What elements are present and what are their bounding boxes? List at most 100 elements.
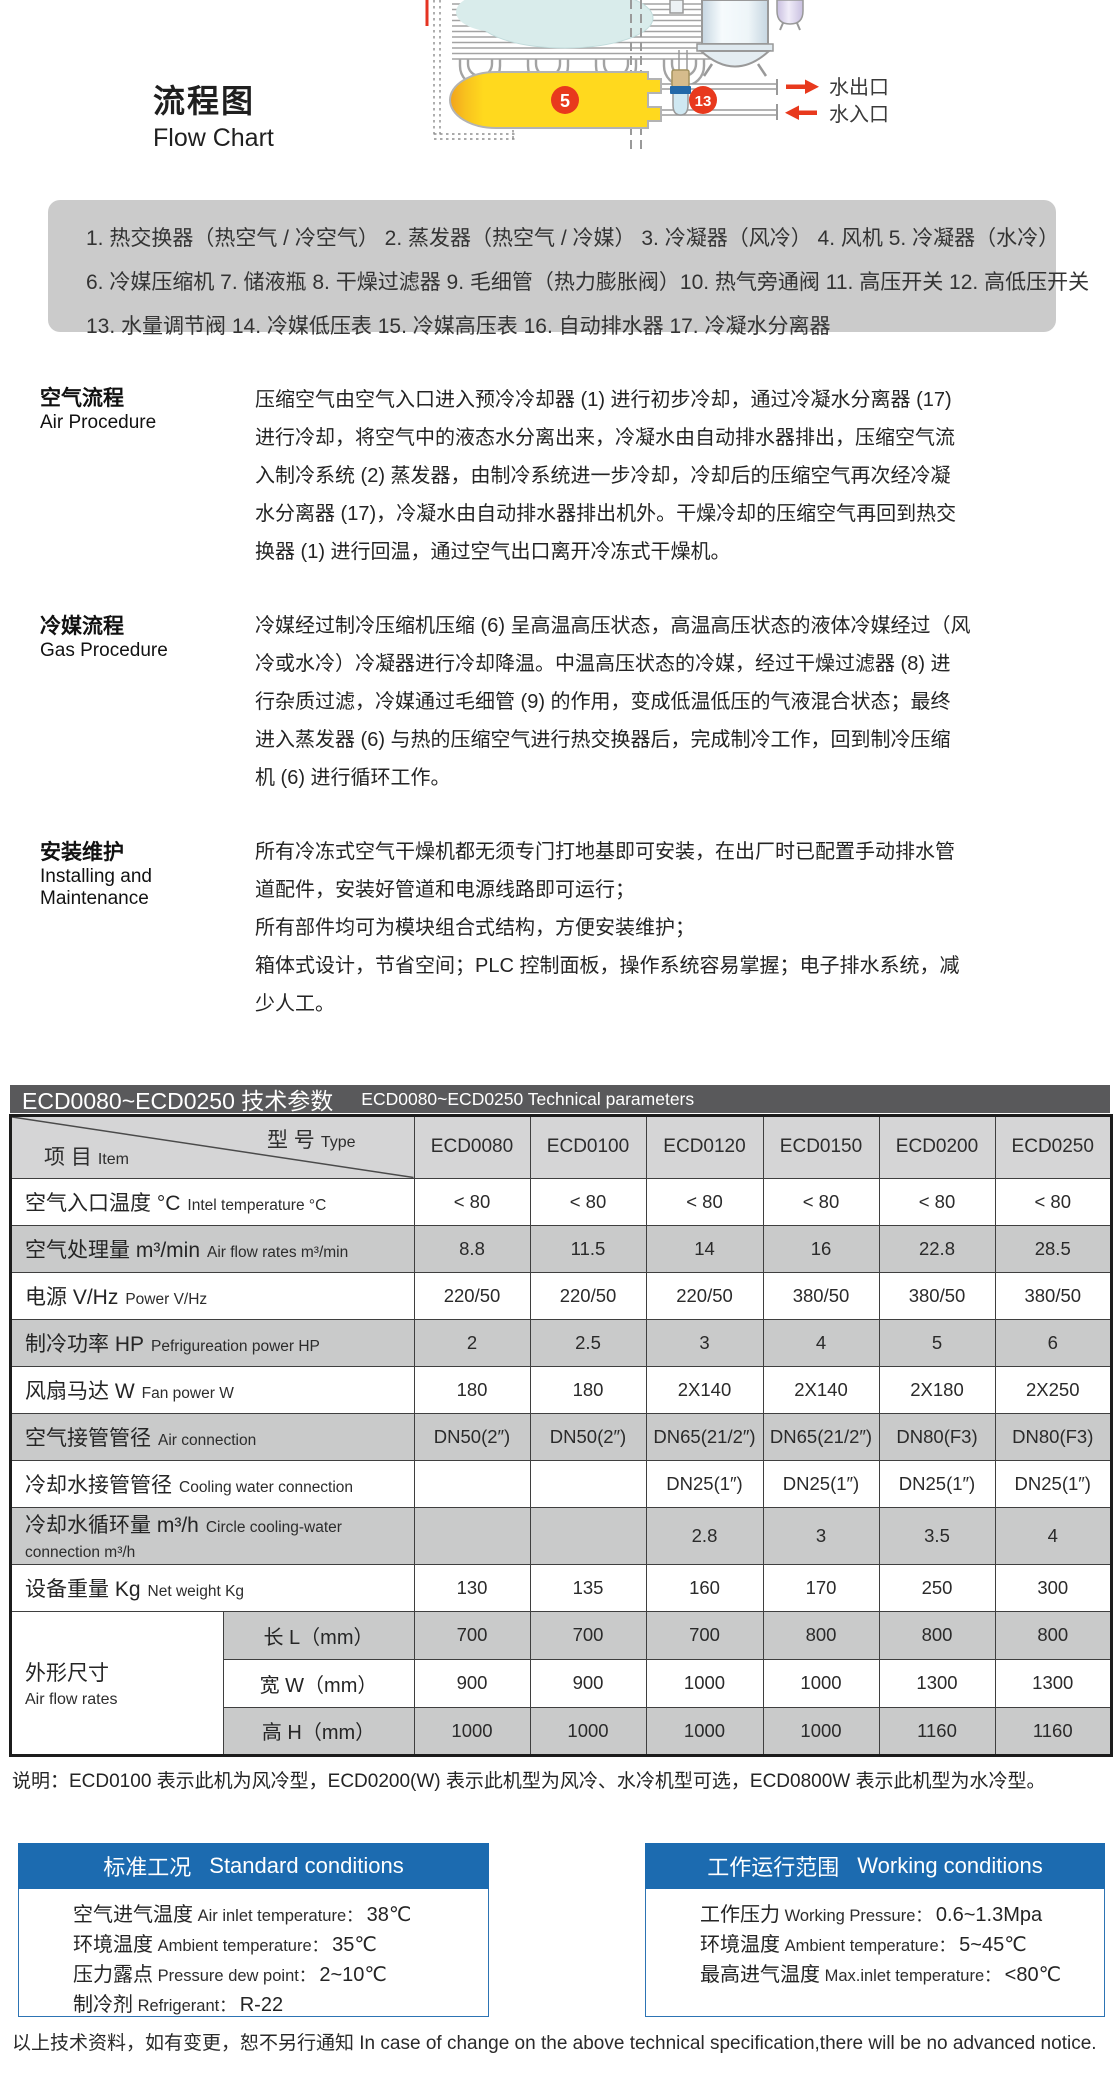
row-label-zh: 空气处理量 m³/min (25, 1238, 200, 1262)
condition-label-zh: 压力露点 (73, 1964, 153, 1986)
box-title-en: Standard conditions (209, 1853, 404, 1878)
cell-value: 2.8 (645, 1506, 764, 1565)
row-label: 设备重量 Kg Net weight Kg (10, 1563, 415, 1612)
standard-conditions-header: 标准工况 Standard conditions (18, 1843, 489, 1889)
corner-type-en: Type (320, 1134, 356, 1151)
section-heading-zh: 冷媒流程 (40, 615, 124, 638)
row-label-en: Circle cooling-water connection m³/h (25, 1518, 342, 1561)
cell-value: 1000 (762, 1706, 880, 1756)
cell-value: < 80 (529, 1177, 647, 1226)
table-row: 设备重量 Kg Net weight Kg 130 135 160 170 250 300 (10, 1563, 1112, 1612)
table-row: 冷却水接管管径 Cooling water connection DN25(1″) D… (10, 1459, 1112, 1508)
lavender-vessel (776, 0, 804, 31)
cell-value: 22.8 (878, 1224, 996, 1273)
row-label-en: Pefrigureation power HP (151, 1337, 320, 1355)
section-heading-en: Gas Procedure (40, 640, 168, 661)
cell-value: 14 (645, 1224, 764, 1273)
condition-label-zh: 制冷剂 (73, 1994, 133, 2016)
table-header-row-el: 型 号 Type 项 目 Item ECD0080 ECD0100 ECD0120 ECD… (10, 1115, 1112, 1179)
condition-value: 0.6~1.3Mpa (935, 1904, 1043, 1926)
cell-value: 700 (645, 1610, 764, 1660)
cell-value (529, 1459, 647, 1508)
cell-value: DN80(F3) (994, 1412, 1112, 1461)
cell-value: 130 (413, 1563, 531, 1612)
row-label: 电源 V/Hz Power V/Hz (10, 1271, 415, 1320)
dotted-boundary (433, 0, 516, 140)
condition-label-zh: 工作压力 (700, 1904, 780, 1926)
filter-tube (670, 69, 691, 116)
section-heading-zh: 空气流程 (40, 387, 124, 410)
table-row: 空气入口温度 °C Intel temperature °C < 80 < 80 < 8… (10, 1177, 1112, 1226)
condition-value: 2~10℃ (319, 1964, 387, 1986)
table-footnote: 说明：ECD0100 表示此机为风冷型，ECD0200(W) 表示此机型为风冷、… (12, 1771, 1046, 1792)
condition-row: 环境温度 Ambient temperature： 35℃ (73, 1931, 488, 1961)
dim-row-label: 高 H（mm） (222, 1706, 415, 1756)
cell-value: 220/50 (529, 1271, 647, 1320)
condition-label-en: Ambient temperature： (153, 1937, 329, 1955)
box-title-en: Working conditions (857, 1853, 1043, 1878)
section-install-heading: 安装维护 Installing and Maintenance (40, 836, 152, 910)
cell-value: 1300 (994, 1658, 1112, 1708)
cell-value: DN80(F3) (878, 1412, 996, 1461)
dim-group-zh: 外形尺寸 (25, 1661, 109, 1685)
cell-value: 1000 (762, 1658, 880, 1708)
cell-value: < 80 (994, 1177, 1112, 1226)
cell-value: DN50(2″) (529, 1412, 647, 1461)
cell-value: 2X250 (994, 1365, 1112, 1414)
cell-value: 700 (413, 1610, 531, 1660)
diagonal-divider (12, 1117, 414, 1178)
section-gas-procedure-body: 冷媒经过制冷压缩机压缩 (6) 呈高温高压状态，高温高压状态的液体冷媒经过（风 … (255, 615, 971, 789)
cell-value: DN25(1″) (645, 1459, 764, 1508)
cell-value: 135 (529, 1563, 647, 1612)
table-row: 外形尺寸 Air flow rates 长 L（mm） 700 700 700 800 800… (10, 1610, 1112, 1756)
condition-label-zh: 环境温度 (700, 1934, 780, 1956)
condition-label-en: Pressure dew point： (153, 1967, 316, 1985)
cell-value: 1000 (413, 1706, 531, 1756)
row-label: 空气接管管径 Air connection (10, 1412, 415, 1461)
row-label-en: Fan power W (141, 1384, 234, 1402)
row-label-zh: 设备重量 Kg (25, 1577, 141, 1601)
cell-value: 3.5 (878, 1506, 996, 1565)
row-label: 制冷功率 HP Pefrigureation power HP (10, 1318, 415, 1367)
condition-row: 环境温度 Ambient temperature： 5~45℃ (700, 1931, 1104, 1961)
cell-value: < 80 (762, 1177, 880, 1226)
condition-value: <80℃ (1004, 1964, 1062, 1986)
cell-value: < 80 (413, 1177, 531, 1226)
row-label-zh: 空气入口温度 °C (25, 1191, 181, 1215)
condition-row: 最高进气温度 Max.inlet temperature： <80℃ (700, 1961, 1104, 1991)
footer-disclaimer: 以上技术资料，如有变更，恕不另行通知 In case of change on … (12, 2033, 1097, 2054)
row-label: 冷却水接管管径 Cooling water connection (10, 1459, 415, 1508)
table-row: 电源 V/Hz Power V/Hz 220/50 220/50 220/50 380/5… (10, 1271, 1112, 1320)
condition-value: 35℃ (332, 1934, 377, 1956)
cell-value: 380/50 (762, 1271, 880, 1320)
corner-type-zh: 型 号 (266, 1129, 315, 1152)
dim-row-label: 宽 W（mm） (222, 1658, 415, 1708)
cell-value: 2.5 (529, 1318, 647, 1367)
model-header: ECD0100 (529, 1115, 647, 1179)
cell-value: 1000 (645, 1706, 764, 1756)
row-label-en: Cooling water connection (179, 1478, 354, 1496)
table-row: 宽 W（mm） 900 900 1000 1000 1300 1300 (11, 1658, 1112, 1708)
condition-label-en: Refrigerant： (133, 1997, 236, 2015)
table-corner-cell: 型 号 Type 项 目 Item (10, 1115, 415, 1179)
cell-value: 2X140 (645, 1365, 764, 1414)
spec-title-zh: ECD0080~ECD0250 技术参数 (22, 1088, 334, 1114)
condition-label-zh: 环境温度 (73, 1934, 153, 1956)
row-label-zh: 冷却水循环量 m³/h (25, 1513, 199, 1537)
table-row: 制冷功率 HP Pefrigureation power HP 2 2.5 3 4 5 6 (10, 1318, 1112, 1367)
condition-label-en: Air inlet temperature： (193, 1907, 363, 1925)
spec-title-bar: ECD0080~ECD0250 技术参数 ECD0080~ECD0250 Tec… (10, 1085, 1110, 1114)
cell-value: 2 (413, 1318, 531, 1367)
cell-value: 220/50 (413, 1271, 531, 1320)
working-conditions-body: 工作压力 Working Pressure： 0.6~1.3Mpa 环境温度 Amb… (645, 1889, 1105, 2017)
badge-13: 13 (689, 86, 717, 114)
cell-value: 250 (878, 1563, 996, 1612)
badge-5-label: 5 (560, 91, 570, 111)
legend-line: 1. 热交换器（热空气 / 冷空气） 2. 蒸发器（热空气 / 冷媒） 3. 冷… (86, 227, 1060, 250)
cell-value: 2X180 (878, 1365, 996, 1414)
cell-value: 4 (994, 1506, 1112, 1565)
cell-value: 700 (529, 1610, 647, 1660)
working-conditions-box: 工作运行范围 Working conditions 工作压力 Working P… (645, 1843, 1105, 2017)
corner-item-en: Item (97, 1150, 129, 1168)
row-label: 风扇马达 W Fan power W (10, 1365, 415, 1414)
